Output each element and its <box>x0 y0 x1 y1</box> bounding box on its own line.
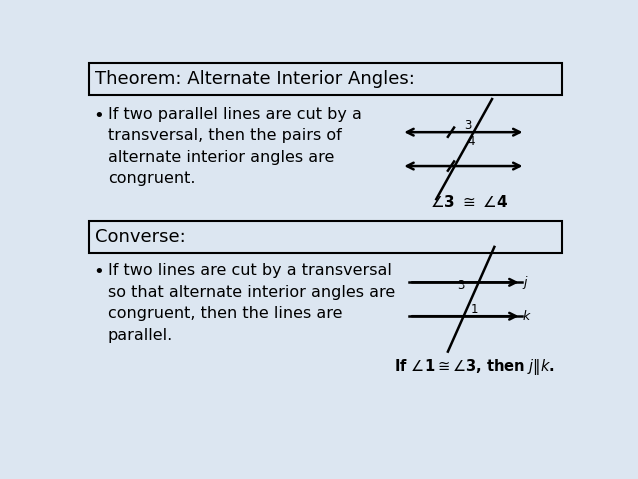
Text: Converse:: Converse: <box>95 228 186 246</box>
Text: congruent.: congruent. <box>108 171 195 186</box>
Text: so that alternate interior angles are: so that alternate interior angles are <box>108 285 395 300</box>
Text: transversal, then the pairs of: transversal, then the pairs of <box>108 128 341 143</box>
Text: congruent, then the lines are: congruent, then the lines are <box>108 306 342 321</box>
Text: j: j <box>523 276 526 289</box>
FancyBboxPatch shape <box>89 63 562 95</box>
Text: $\angle$$\mathbf{3}$ $\cong$ $\angle$$\mathbf{4}$: $\angle$$\mathbf{3}$ $\cong$ $\angle$$\m… <box>430 194 508 210</box>
Text: If two parallel lines are cut by a: If two parallel lines are cut by a <box>108 107 362 122</box>
Text: If two lines are cut by a transversal: If two lines are cut by a transversal <box>108 263 392 278</box>
Text: alternate interior angles are: alternate interior angles are <box>108 150 334 165</box>
Text: Theorem: Alternate Interior Angles:: Theorem: Alternate Interior Angles: <box>95 70 415 88</box>
Text: 3: 3 <box>464 119 471 132</box>
Text: If $\angle\mathbf{1} \cong \angle\mathbf{3}$, then $j \| k$.: If $\angle\mathbf{1} \cong \angle\mathbf… <box>394 357 554 377</box>
Text: 1: 1 <box>470 303 478 316</box>
Text: 3: 3 <box>457 279 464 292</box>
Text: 4: 4 <box>467 135 475 148</box>
FancyBboxPatch shape <box>89 221 562 253</box>
Text: •: • <box>94 263 105 281</box>
Text: parallel.: parallel. <box>108 328 173 343</box>
Text: k: k <box>523 310 530 323</box>
Text: •: • <box>94 107 105 125</box>
